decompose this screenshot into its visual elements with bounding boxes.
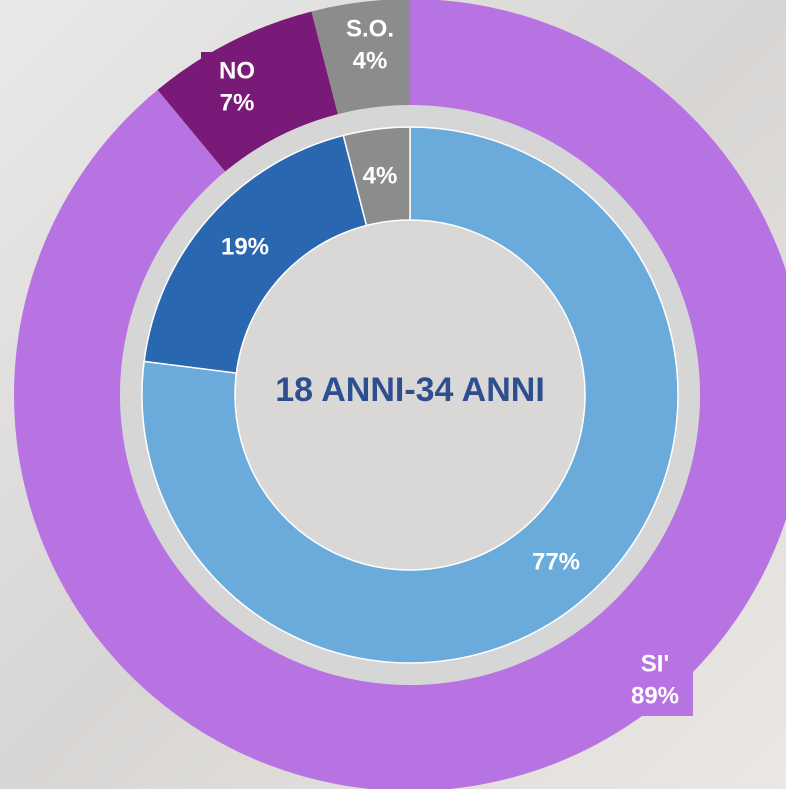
value-label: 4% — [353, 47, 388, 74]
value-label: 19% — [221, 233, 269, 260]
value-label: 4% — [363, 162, 398, 189]
category-label: NO — [219, 57, 255, 84]
value-label: 7% — [220, 89, 255, 116]
chart-title: 18 ANNI-34 ANNI — [275, 371, 545, 409]
category-label: SI' — [641, 650, 669, 677]
value-label: 77% — [532, 548, 580, 575]
chart: SI' 89% NO 7% S.O. 4% 77% 19% 4% 18 ANNI-34 ANNI — [0, 0, 786, 789]
category-label: S.O. — [346, 15, 394, 42]
value-label: 89% — [631, 682, 679, 709]
page: {"chart_data": {"type": "donut", "title"… — [0, 0, 786, 789]
